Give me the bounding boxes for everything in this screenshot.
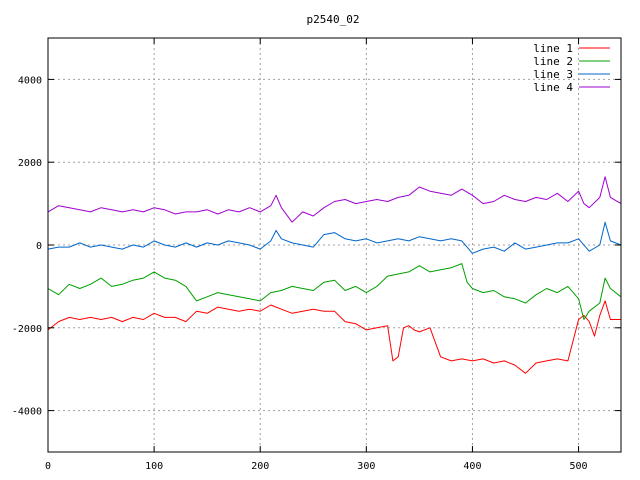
- x-tick-label: 300: [357, 461, 375, 472]
- y-tick-label: -2000: [12, 324, 42, 335]
- series-line-3: [47, 221, 622, 254]
- series-line-4: [47, 176, 622, 223]
- series-line-2: [47, 263, 622, 320]
- series-line-1: [47, 300, 621, 374]
- y-tick-label: -4000: [12, 407, 42, 418]
- x-tick-label: 400: [463, 461, 481, 472]
- x-tick-label: 500: [570, 461, 588, 472]
- legend-label-1: line 1: [533, 42, 573, 55]
- chart-title: p2540_02: [307, 13, 360, 26]
- legend-label-2: line 2: [533, 55, 573, 68]
- x-tick-label: 0: [45, 461, 51, 472]
- x-tick-label: 100: [145, 461, 163, 472]
- y-tick-label: 4000: [18, 75, 42, 86]
- axis-ticks: 0 100 200 300 400 500 -4000 -2000 0 2000 4000: [12, 38, 621, 472]
- legend-label-4: line 4: [533, 81, 573, 94]
- x-tick-label: 200: [251, 461, 269, 472]
- legend-label-3: line 3: [533, 68, 573, 81]
- grid: [48, 38, 621, 452]
- y-tick-label: 0: [36, 241, 42, 252]
- series-group: [47, 176, 622, 374]
- y-tick-label: 2000: [18, 158, 42, 169]
